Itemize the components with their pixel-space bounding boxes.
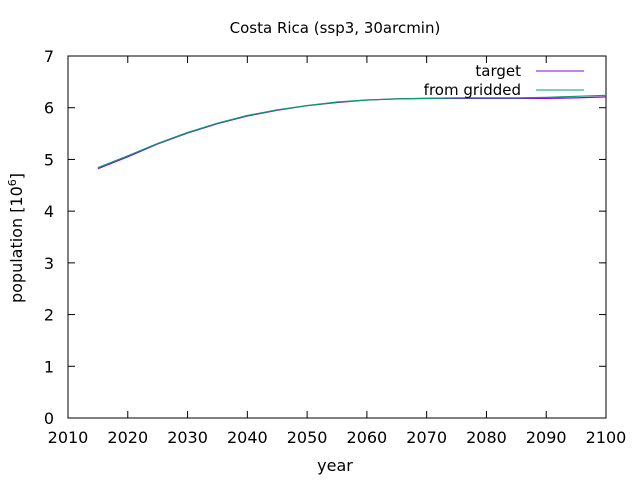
y-tick-label: 1: [44, 357, 54, 376]
x-tick-label: 2030: [167, 428, 208, 447]
legend: target from gridded: [424, 62, 584, 99]
x-tick-label: 2100: [586, 428, 627, 447]
x-axis-ticks: 2010 2020 2030 2040 2050 2060 2070 2080 2090 2100: [48, 56, 627, 447]
x-tick-label: 2090: [526, 428, 567, 447]
series-line-from-gridded: [97, 94, 607, 169]
plot-frame: [67, 55, 607, 419]
y-axis-label-close: ]: [7, 173, 26, 179]
y-tick-label: 0: [44, 409, 54, 428]
x-tick-label: 2020: [107, 428, 148, 447]
y-tick-label: 4: [44, 202, 54, 221]
y-axis-label-base: population [10: [7, 186, 26, 303]
y-tick-label: 7: [44, 47, 54, 66]
y-tick-label: 2: [44, 306, 54, 325]
x-tick-label: 2070: [406, 428, 447, 447]
x-tick-label: 2040: [227, 428, 268, 447]
y-tick-label: 5: [44, 150, 54, 169]
x-tick-label: 2010: [48, 428, 89, 447]
x-axis-label: year: [317, 456, 353, 475]
legend-label-target: target: [475, 62, 521, 80]
series-line-target: [97, 96, 607, 170]
y-axis-label-exponent: 6: [6, 179, 19, 186]
y-tick-label: 3: [44, 254, 54, 273]
x-tick-label: 2080: [466, 428, 507, 447]
series-layer: [97, 94, 607, 170]
y-axis-label: population [106]: [6, 173, 26, 303]
chart-title: Costa Rica (ssp3, 30arcmin): [230, 19, 441, 37]
x-tick-label: 2050: [287, 428, 328, 447]
x-tick-label: 2060: [347, 428, 388, 447]
legend-label-from-gridded: from gridded: [424, 81, 521, 99]
y-axis-ticks: 0 1 2 3 4 5 6 7: [44, 47, 606, 428]
y-tick-label: 6: [44, 99, 54, 118]
